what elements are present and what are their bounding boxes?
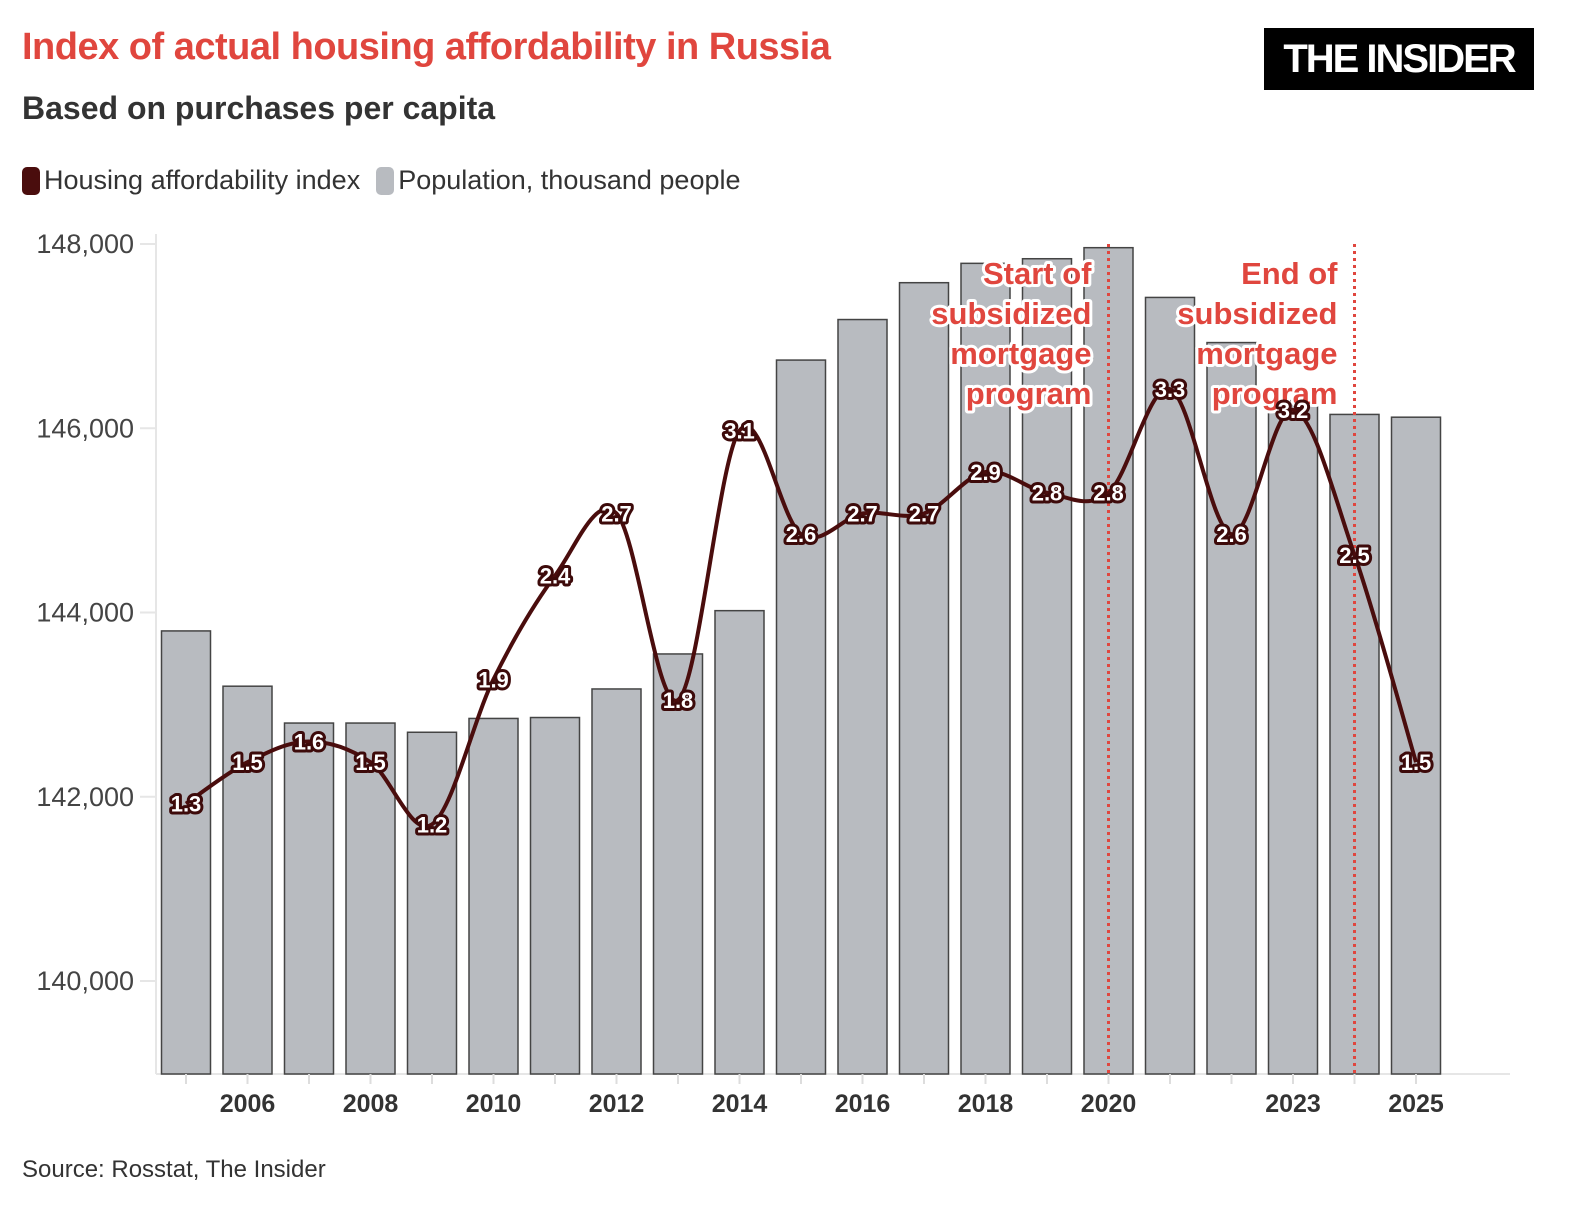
annotation-text: mortgage [950, 336, 1091, 371]
data-label-2014: 3.1 [724, 419, 755, 444]
data-label-2019: 2.8 [1032, 481, 1063, 506]
source-note: Source: Rosstat, The Insider [22, 1156, 326, 1183]
legend-swatch-index [22, 166, 40, 195]
bar-2015 [775, 359, 827, 1075]
data-label-2006: 1.5 [232, 750, 263, 775]
data-label-2020: 2.8 [1093, 481, 1124, 506]
affordability-index-line [184, 387, 1418, 829]
y-tick-label: 140,000 [36, 966, 134, 996]
legend-item-population: Population, thousand people [376, 165, 741, 196]
y-tick-label: 144,000 [36, 598, 134, 628]
x-tick-label: 2020 [1081, 1090, 1137, 1118]
data-label-2021: 3.3 [1155, 377, 1186, 402]
bar-2021 [1144, 296, 1196, 1075]
data-label-2018: 2.9 [970, 460, 1001, 485]
data-label-2008: 1.5 [355, 750, 386, 775]
y-tick-label: 142,000 [36, 782, 134, 812]
bar-2008 [345, 722, 396, 1075]
data-label-2015: 2.6 [786, 522, 817, 547]
data-label-2009: 1.2 [417, 812, 448, 837]
bar-2014 [714, 609, 765, 1075]
annotation-text: subsidized [931, 296, 1091, 331]
data-label-2017: 2.7 [909, 501, 940, 526]
bar-2011 [529, 716, 581, 1075]
legend-label: Housing affordability index [44, 165, 361, 195]
annotation-text: Start of [983, 256, 1092, 291]
annotation-text: program [1212, 376, 1338, 411]
x-tick-label: 2018 [958, 1090, 1014, 1118]
bar-2007 [283, 722, 335, 1075]
bar-2024 [1329, 413, 1380, 1075]
bar-2012 [591, 688, 642, 1075]
data-label-2010: 1.9 [478, 667, 509, 692]
legend-label: Population, thousand people [398, 165, 741, 195]
bar-2016 [837, 318, 888, 1075]
annotation-text: program [966, 376, 1092, 411]
y-tick-label: 146,000 [36, 413, 134, 443]
y-tick-label: 148,000 [36, 229, 134, 259]
chart-title: Index of actual housing affordability in… [22, 26, 831, 68]
bar-2018 [960, 262, 1011, 1075]
data-label-2022: 2.6 [1216, 522, 1247, 547]
annotation-text: subsidized [1177, 296, 1337, 331]
legend-swatch-population [376, 166, 395, 195]
data-label-2024: 2.5 [1339, 543, 1370, 568]
the-insider-logo: THE INSIDER [1264, 28, 1534, 90]
bar-2013 [652, 653, 704, 1075]
x-tick-label: 2008 [343, 1090, 399, 1118]
x-tick-label: 2014 [712, 1090, 768, 1118]
bar-2025 [1390, 416, 1442, 1075]
x-tick-label: 2012 [589, 1090, 645, 1118]
data-label-2012: 2.7 [601, 501, 632, 526]
bar-2006 [222, 685, 273, 1075]
data-label-2016: 2.7 [847, 501, 878, 526]
bar-2005 [160, 630, 212, 1075]
data-label-2011: 2.4 [540, 564, 571, 589]
data-label-2013: 1.8 [663, 688, 694, 713]
x-tick-label: 2006 [220, 1090, 276, 1118]
x-tick-label: 2023 [1265, 1090, 1321, 1118]
bar-2023 [1267, 399, 1319, 1075]
x-tick-label: 2010 [466, 1090, 522, 1118]
data-label-2025: 1.5 [1401, 750, 1432, 775]
data-label-2007: 1.6 [294, 729, 325, 754]
chart-subtitle: Based on purchases per capita [22, 90, 496, 126]
x-tick-label: 2016 [835, 1090, 891, 1118]
legend: Housing affordability index Population, … [22, 165, 751, 196]
x-tick-label: 2025 [1388, 1090, 1444, 1118]
bar-2017 [898, 281, 950, 1075]
data-label-2023: 3.2 [1278, 398, 1309, 423]
annotation-text: mortgage [1196, 336, 1337, 371]
legend-item-index: Housing affordability index [22, 165, 360, 196]
data-label-2005: 1.3 [171, 792, 202, 817]
annotation-text: End of [1241, 256, 1338, 291]
bar-2019 [1021, 257, 1073, 1075]
bar-2009 [406, 731, 458, 1075]
bar-2010 [468, 717, 519, 1075]
bar-2022 [1206, 341, 1257, 1075]
